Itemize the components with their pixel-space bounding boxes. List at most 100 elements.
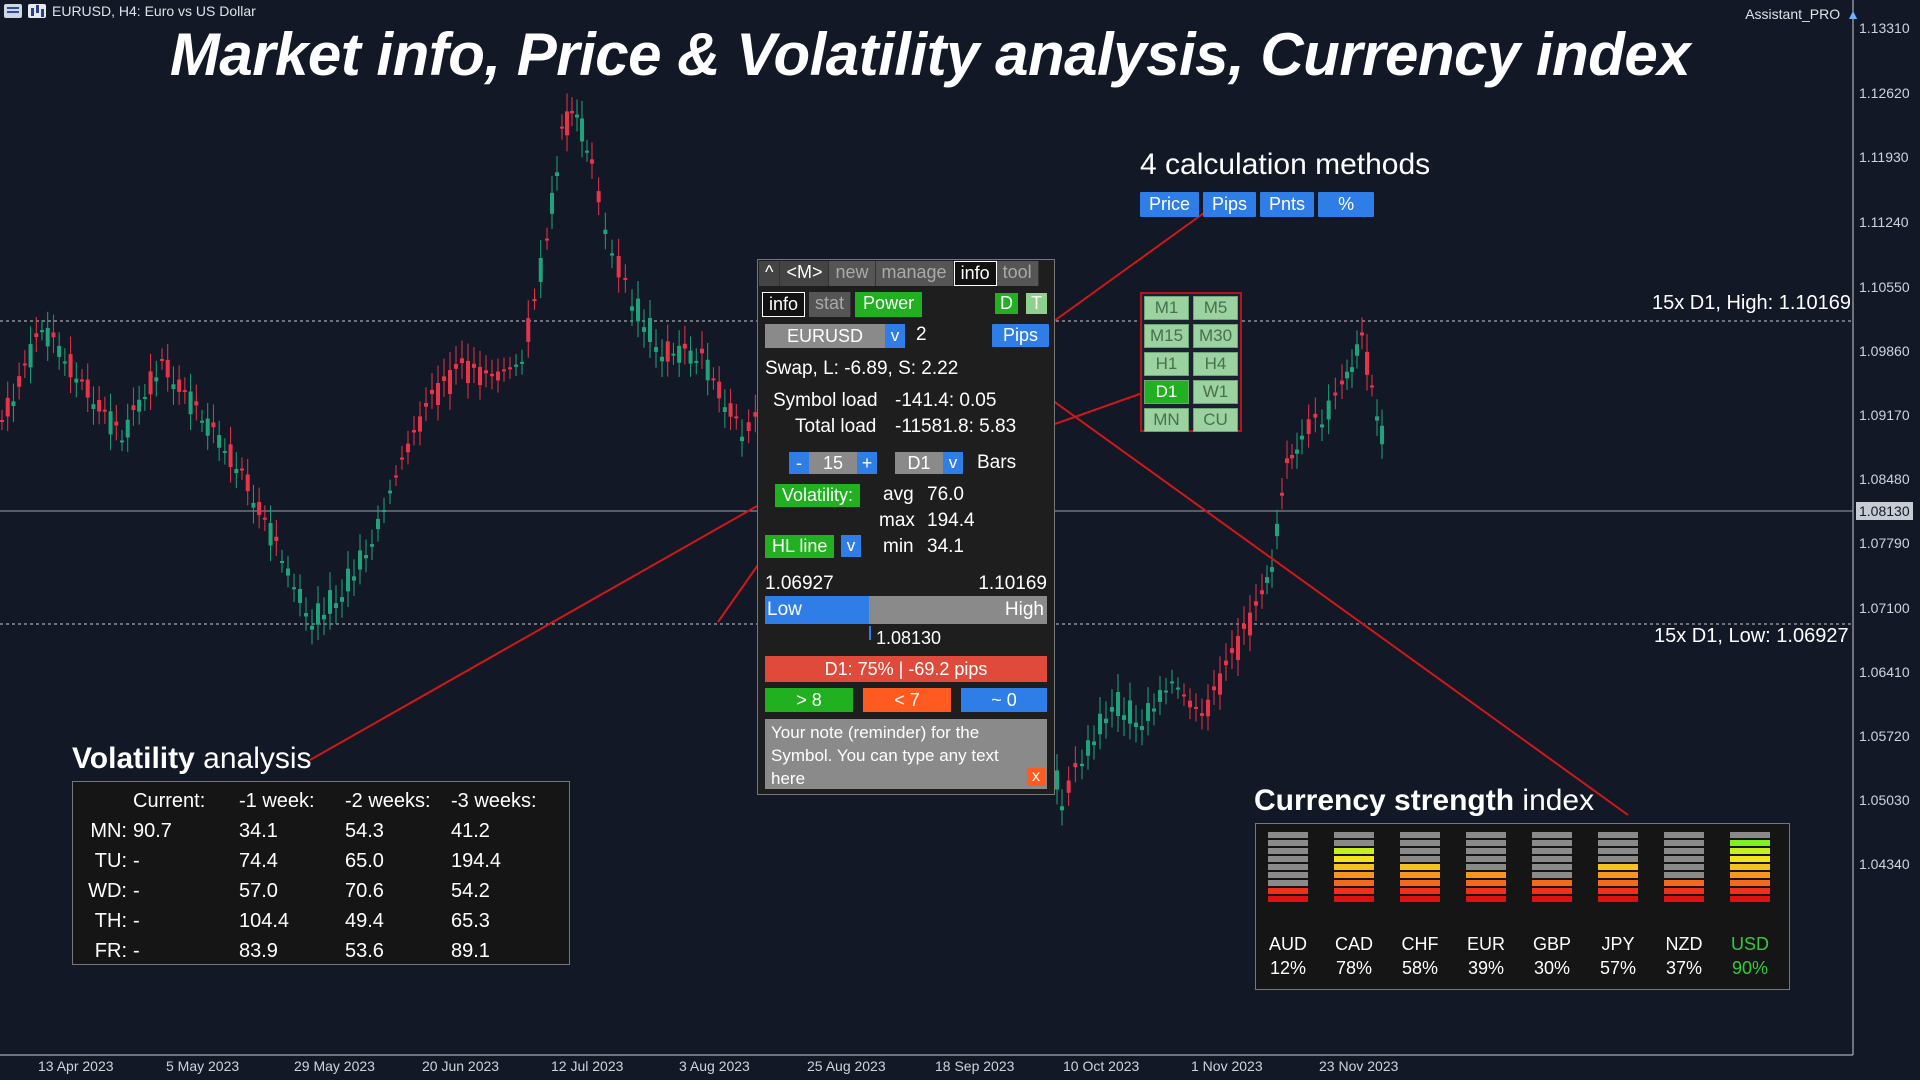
- bars-minus-button[interactable]: -: [789, 452, 809, 474]
- tf-d1[interactable]: D1: [1144, 380, 1189, 404]
- symbol-selector[interactable]: EURUSD: [765, 324, 885, 348]
- table-cell: FR:: [94, 939, 127, 962]
- candle-body: [45, 327, 50, 347]
- t-button[interactable]: T: [1026, 293, 1047, 314]
- symbol-title: EURUSD, H4: Euro vs US Dollar: [52, 3, 256, 19]
- candle-body: [358, 550, 362, 570]
- candle-body: [120, 440, 124, 443]
- candle-body: [448, 370, 452, 394]
- collapse-tab[interactable]: ^: [759, 261, 781, 286]
- candle-body: [1295, 449, 1299, 454]
- hl-line-dropdown-button[interactable]: v: [841, 535, 861, 557]
- info-subtab[interactable]: info: [762, 292, 806, 317]
- candle-body: [1290, 455, 1294, 459]
- stat-subtab[interactable]: stat: [809, 292, 852, 317]
- candle-body: [1345, 371, 1349, 379]
- table-cell: 54.3: [345, 819, 384, 842]
- neutral-count-button[interactable]: ~ 0: [961, 688, 1047, 712]
- currency-bar: [1268, 832, 1308, 904]
- hl-line-button[interactable]: HL line: [765, 535, 835, 558]
- power-button[interactable]: Power: [855, 292, 923, 317]
- graduation-cap-icon: ▲: [1846, 6, 1860, 22]
- strength-segment: [1400, 864, 1440, 870]
- timeframe-dropdown-button[interactable]: v: [943, 452, 963, 474]
- bars-label: Bars: [977, 452, 1017, 473]
- bear-count-button[interactable]: < 7: [863, 688, 951, 712]
- bull-count-button[interactable]: > 8: [765, 688, 853, 712]
- candle-body: [677, 345, 682, 363]
- d-button[interactable]: D: [995, 293, 1018, 314]
- currency-name: JPY: [1601, 934, 1635, 954]
- candle-body: [1285, 458, 1289, 464]
- candle-body: [1254, 601, 1258, 606]
- candle-body: [570, 110, 574, 114]
- note-close-button[interactable]: x: [1027, 768, 1045, 786]
- tf-h1[interactable]: H1: [1144, 352, 1189, 376]
- symbol-dropdown-button[interactable]: v: [885, 324, 905, 348]
- candle-body: [430, 389, 434, 394]
- price-method-button[interactable]: Price: [1140, 192, 1200, 217]
- candle-body: [734, 416, 739, 419]
- table-cell: 104.4: [239, 909, 290, 932]
- bars-timeframe-selector[interactable]: D1: [895, 452, 943, 474]
- candle-body: [310, 625, 314, 630]
- tf-h4[interactable]: H4: [1193, 352, 1238, 376]
- new-tab[interactable]: new: [829, 261, 876, 286]
- table-header: -3 weeks:: [451, 789, 537, 812]
- bars-plus-button[interactable]: +: [857, 452, 877, 474]
- tf-cu[interactable]: CU: [1193, 408, 1238, 432]
- tf-w1[interactable]: W1: [1193, 380, 1238, 404]
- candle-body: [575, 114, 579, 118]
- table-header: -2 weeks:: [345, 789, 431, 812]
- candle-body: [125, 419, 130, 438]
- volatility-button[interactable]: Volatility:: [775, 484, 861, 507]
- info-tab[interactable]: info: [953, 261, 997, 286]
- candle-body: [1365, 351, 1369, 375]
- m-tab[interactable]: <M>: [780, 261, 830, 286]
- tf-m30[interactable]: M30: [1193, 324, 1238, 348]
- strength-segment: [1532, 896, 1572, 902]
- timeframe-selector: M1 M5 M15 M30 H1 H4 D1 W1 MN CU: [1140, 292, 1242, 432]
- price-tick-label: 1.05030: [1859, 792, 1910, 808]
- candle-body: [34, 333, 39, 338]
- strength-segment: [1598, 872, 1638, 878]
- candle-body: [382, 509, 386, 512]
- strength-segment: [1268, 880, 1308, 886]
- candle-body: [1275, 523, 1279, 537]
- pips-button[interactable]: Pips: [992, 324, 1050, 347]
- candle-body: [1140, 726, 1144, 731]
- tf-m1[interactable]: M1: [1144, 296, 1189, 320]
- candle-body: [137, 399, 142, 412]
- table-row: WD: - 57.0 70.6 54.2: [81, 876, 551, 906]
- note-box[interactable]: Your note (reminder) for the Symbol. You…: [765, 719, 1047, 789]
- points-method-button[interactable]: Pnts: [1260, 192, 1315, 217]
- min-value: 34.1: [927, 536, 964, 557]
- candle-body: [711, 378, 716, 381]
- table-cell: 41.2: [451, 819, 490, 842]
- strength-segment: [1466, 856, 1506, 862]
- pips-method-button[interactable]: Pips: [1203, 192, 1257, 217]
- bars-count-input[interactable]: 15: [809, 452, 857, 474]
- avg-label: avg: [883, 484, 914, 505]
- tf-mn[interactable]: MN: [1144, 408, 1189, 432]
- tool-tab[interactable]: tool: [996, 261, 1039, 286]
- candle-body: [654, 347, 658, 352]
- tf-m5[interactable]: M5: [1193, 296, 1238, 320]
- price-tick-label: 1.09170: [1859, 407, 1910, 423]
- table-header-row: Current: -1 week: -2 weeks: -3 weeks:: [81, 786, 551, 816]
- table-cell: 65.3: [451, 909, 490, 932]
- strength-segment: [1400, 840, 1440, 846]
- note-text[interactable]: Your note (reminder) for the Symbol. You…: [771, 723, 999, 788]
- candle-body: [316, 603, 320, 625]
- candle-body: [700, 348, 704, 354]
- tf-m15[interactable]: M15: [1144, 324, 1189, 348]
- candle-body: [1320, 424, 1324, 428]
- manage-tab[interactable]: manage: [875, 261, 954, 286]
- strength-segment: [1730, 832, 1770, 838]
- volatility-table: Current: -1 week: -2 weeks: -3 weeks: MN: 90.…: [72, 781, 570, 965]
- percent-method-button[interactable]: %: [1318, 192, 1375, 217]
- menu-icon[interactable]: [4, 4, 22, 18]
- strength-segment: [1466, 848, 1506, 854]
- strength-segment: [1532, 888, 1572, 894]
- symbol-load-label: Symbol load: [773, 390, 878, 411]
